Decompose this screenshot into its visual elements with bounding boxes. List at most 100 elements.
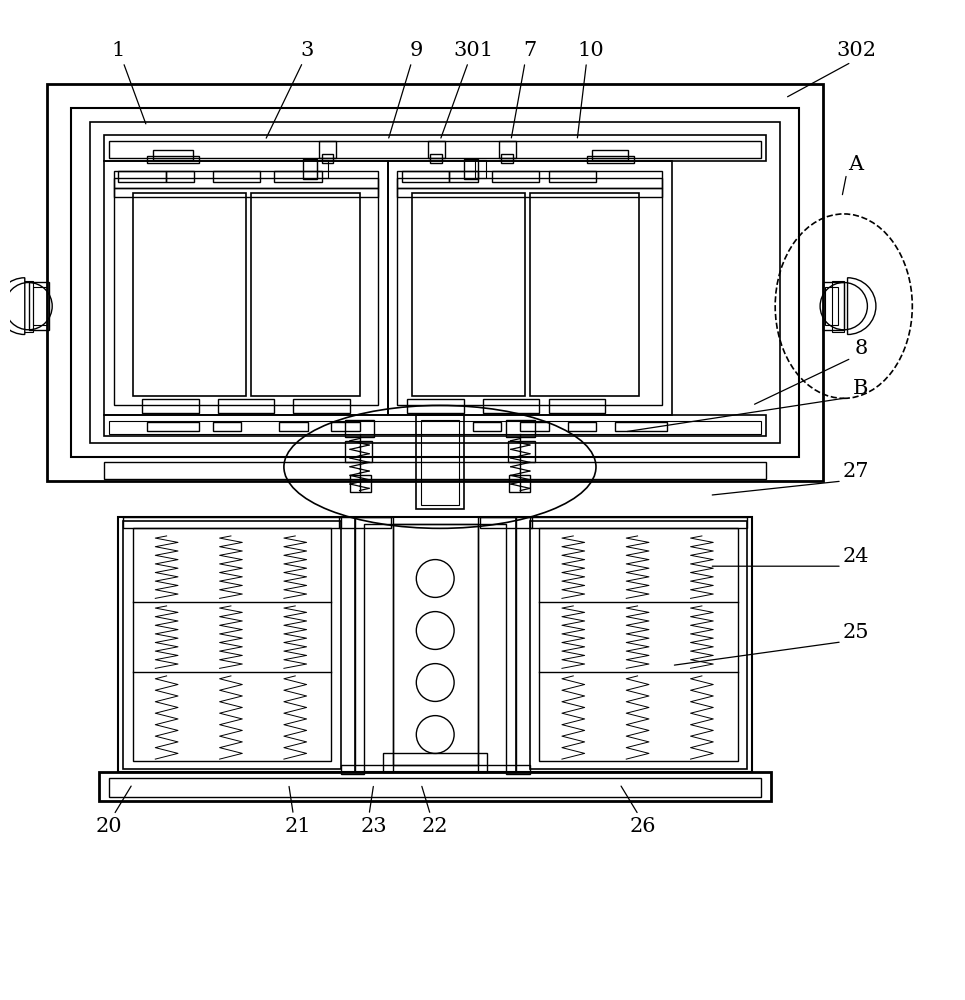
Bar	[119, 171, 166, 182]
Bar	[147, 156, 199, 163]
Bar	[345, 420, 373, 437]
Bar	[520, 422, 549, 431]
Bar	[398, 188, 662, 197]
Bar	[393, 524, 478, 765]
Bar	[142, 399, 199, 413]
Bar	[293, 399, 350, 413]
Wedge shape	[0, 278, 25, 335]
Bar	[398, 178, 662, 188]
Bar	[29, 282, 49, 330]
Bar	[339, 517, 391, 528]
Bar	[502, 154, 512, 163]
Bar	[463, 159, 478, 179]
Bar	[398, 171, 662, 405]
Bar	[506, 420, 535, 437]
Text: A: A	[848, 155, 864, 174]
Bar	[530, 517, 747, 528]
Bar	[350, 475, 371, 492]
Bar	[213, 422, 241, 431]
Bar	[482, 399, 539, 413]
Bar	[213, 171, 261, 182]
Bar	[274, 171, 321, 182]
Bar	[407, 399, 463, 413]
Bar	[109, 778, 761, 797]
Bar	[104, 415, 766, 436]
Bar	[549, 399, 605, 413]
Bar	[109, 421, 761, 434]
Bar	[47, 84, 823, 481]
Bar	[530, 193, 639, 396]
Bar	[109, 141, 761, 158]
Bar	[355, 517, 515, 772]
Bar	[388, 161, 672, 415]
Bar	[321, 154, 333, 163]
Wedge shape	[847, 278, 876, 335]
Bar	[104, 462, 766, 479]
Bar	[421, 420, 458, 505]
Text: 1: 1	[112, 41, 125, 60]
Bar	[341, 765, 365, 774]
Bar	[303, 159, 317, 179]
Text: B: B	[853, 379, 869, 398]
Bar	[99, 772, 771, 801]
Bar	[823, 282, 843, 330]
Bar	[33, 287, 46, 325]
Bar	[549, 171, 596, 182]
Bar	[450, 171, 478, 182]
Bar	[318, 141, 336, 158]
Text: 302: 302	[836, 41, 876, 60]
Bar	[833, 281, 843, 332]
Bar	[166, 171, 194, 182]
Text: 3: 3	[301, 41, 315, 60]
Bar	[402, 171, 450, 182]
Text: 7: 7	[523, 41, 537, 60]
Bar	[539, 528, 738, 761]
Bar	[508, 441, 535, 462]
Bar	[114, 188, 378, 197]
Bar	[279, 422, 308, 431]
Bar	[475, 160, 486, 178]
Bar	[427, 141, 445, 158]
Bar	[411, 193, 525, 396]
Bar	[132, 193, 246, 396]
Text: 8: 8	[854, 339, 868, 358]
Bar	[90, 122, 781, 443]
Bar	[104, 161, 388, 415]
Bar	[416, 415, 463, 509]
Bar	[251, 193, 360, 396]
Text: 21: 21	[285, 817, 312, 836]
Bar	[114, 171, 378, 405]
Bar	[345, 441, 372, 462]
Bar	[331, 422, 360, 431]
Bar	[587, 156, 634, 163]
Text: 9: 9	[409, 41, 423, 60]
Text: 24: 24	[842, 547, 869, 566]
Bar	[317, 160, 328, 178]
Bar	[509, 475, 530, 492]
Bar	[104, 135, 766, 161]
Bar	[124, 517, 341, 528]
Text: 27: 27	[842, 462, 869, 481]
Bar	[530, 521, 747, 769]
Text: 22: 22	[422, 817, 449, 836]
Bar	[825, 287, 838, 325]
Text: 23: 23	[361, 817, 387, 836]
Text: 20: 20	[96, 817, 123, 836]
Bar	[593, 150, 628, 160]
Bar	[365, 524, 506, 765]
Bar	[473, 422, 502, 431]
Bar	[506, 765, 530, 774]
Bar	[492, 171, 539, 182]
Bar	[114, 178, 378, 188]
Bar	[478, 517, 515, 772]
Text: 26: 26	[630, 817, 656, 836]
Bar	[124, 521, 341, 769]
Bar	[218, 399, 274, 413]
Bar	[147, 422, 199, 431]
Bar	[71, 108, 799, 457]
Bar	[430, 154, 442, 163]
Bar	[383, 753, 487, 772]
Bar	[22, 281, 33, 332]
Text: 10: 10	[578, 41, 605, 60]
Bar	[499, 141, 515, 158]
